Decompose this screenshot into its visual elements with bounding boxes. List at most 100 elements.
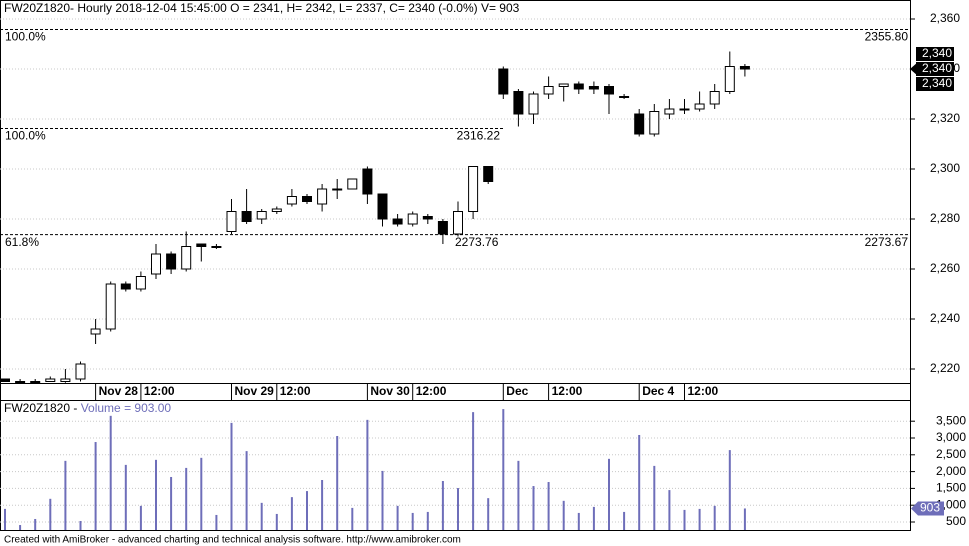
x-tick-label: 12:00 bbox=[552, 384, 583, 398]
candle-body bbox=[347, 178, 358, 190]
volume-bar bbox=[472, 412, 475, 530]
candle-body bbox=[196, 243, 207, 247]
candle-body bbox=[679, 108, 690, 111]
candle-body bbox=[256, 211, 267, 220]
volume-bar bbox=[155, 459, 157, 530]
x-tick-label: 12:00 bbox=[688, 384, 719, 398]
candle-body bbox=[75, 363, 86, 380]
last-price-box bbox=[916, 77, 954, 91]
chart-title: FW20Z1820- Hourly 2018-12-04 15:45:00 O … bbox=[4, 1, 520, 15]
volume-bar bbox=[713, 505, 716, 530]
candle-body bbox=[649, 111, 660, 135]
x-tick-label: Dec bbox=[506, 384, 528, 398]
candle-body bbox=[619, 96, 630, 98]
y-tick-label: 2,300 bbox=[930, 161, 960, 175]
volume-bar bbox=[562, 500, 565, 530]
candle-body bbox=[483, 166, 494, 182]
y-tick-label: 3,500 bbox=[936, 413, 966, 427]
candle-body bbox=[724, 66, 735, 92]
volume-bar bbox=[351, 507, 354, 530]
fib-percent: 100.0% bbox=[5, 30, 46, 44]
last-price-box bbox=[916, 62, 954, 76]
fib-value: 2273.76 bbox=[455, 235, 499, 249]
last-volume-marker bbox=[911, 501, 944, 516]
candle-body bbox=[573, 83, 584, 90]
volume-bar bbox=[396, 505, 399, 530]
volume-bar bbox=[381, 470, 384, 530]
volume-bar bbox=[743, 508, 746, 530]
volume-bar bbox=[366, 419, 369, 530]
candle-body bbox=[422, 216, 433, 220]
volume-bar bbox=[64, 460, 67, 530]
candle-body bbox=[181, 246, 192, 270]
candle-body bbox=[498, 68, 509, 95]
fib-percent: 61.8% bbox=[5, 235, 39, 249]
volume-bar bbox=[608, 458, 610, 530]
volume-bar bbox=[441, 481, 444, 530]
volume-bar bbox=[638, 434, 641, 530]
fib-value: 2316.22 bbox=[457, 129, 501, 143]
volume-bar bbox=[215, 514, 218, 530]
volume-bar bbox=[275, 513, 278, 530]
y-tick-label: 2,360 bbox=[930, 11, 960, 25]
fib-percent: 100.0% bbox=[5, 129, 46, 143]
volume-bar bbox=[321, 480, 324, 530]
candle-body bbox=[392, 218, 403, 225]
x-tick-label: 12:00 bbox=[280, 384, 311, 398]
candle-body bbox=[377, 193, 388, 220]
volume-bar bbox=[547, 482, 550, 530]
candle-body bbox=[588, 86, 599, 90]
volume-bar bbox=[487, 498, 490, 530]
volume-bar bbox=[94, 442, 97, 530]
volume-bar bbox=[230, 422, 233, 530]
volume-bar bbox=[49, 498, 52, 530]
volume-bar bbox=[668, 490, 671, 530]
volume-bar bbox=[290, 497, 293, 530]
last-price-label: 2,340 bbox=[922, 76, 952, 90]
volume-bar bbox=[728, 450, 731, 530]
candle-body bbox=[453, 211, 463, 235]
candle-body bbox=[30, 381, 41, 383]
candle-body bbox=[286, 196, 297, 205]
volume-bar bbox=[577, 512, 580, 530]
x-tick-label: 12:00 bbox=[144, 384, 175, 398]
volume-bar bbox=[517, 460, 520, 530]
y-tick-label: 2,240 bbox=[930, 311, 960, 325]
x-tick-label: Dec 4 bbox=[642, 384, 674, 398]
candle-body bbox=[739, 66, 750, 70]
volume-bar bbox=[4, 508, 6, 530]
volume-bar bbox=[34, 518, 37, 530]
volume-bar bbox=[185, 467, 188, 530]
candle-body bbox=[90, 328, 101, 335]
candle-body bbox=[226, 211, 237, 232]
candle-body bbox=[709, 91, 720, 105]
y-tick-label: 2,280 bbox=[930, 211, 960, 225]
candle-body bbox=[694, 103, 705, 110]
fib-value: 2273.67 bbox=[865, 235, 909, 249]
volume-bar bbox=[79, 520, 82, 530]
volume-bar bbox=[200, 457, 203, 530]
candle-body bbox=[15, 381, 26, 383]
candle-body bbox=[528, 93, 539, 115]
candle-body bbox=[543, 86, 554, 95]
candle-body bbox=[558, 83, 569, 87]
y-tick-label: 1,500 bbox=[936, 481, 966, 495]
volume-bar bbox=[457, 488, 459, 530]
volume-bar bbox=[124, 464, 127, 530]
candle-body bbox=[513, 91, 524, 115]
y-tick-label: 2,000 bbox=[936, 464, 966, 478]
candle-body bbox=[604, 86, 614, 95]
x-tick-label: 12:00 bbox=[416, 384, 447, 398]
candle-body bbox=[0, 378, 10, 382]
x-tick-label: Nov 30 bbox=[370, 384, 410, 398]
volume-bar bbox=[19, 525, 22, 530]
volume-bar bbox=[623, 511, 626, 530]
footer: Created with AmiBroker - advanced charti… bbox=[4, 535, 461, 546]
y-tick-label: 2,220 bbox=[930, 361, 960, 375]
y-tick-label: 2,320 bbox=[930, 111, 960, 125]
candle-body bbox=[634, 113, 645, 135]
candle-body bbox=[60, 378, 71, 382]
last-price-label: 2,340 bbox=[922, 61, 952, 75]
volume-bar bbox=[502, 409, 505, 530]
